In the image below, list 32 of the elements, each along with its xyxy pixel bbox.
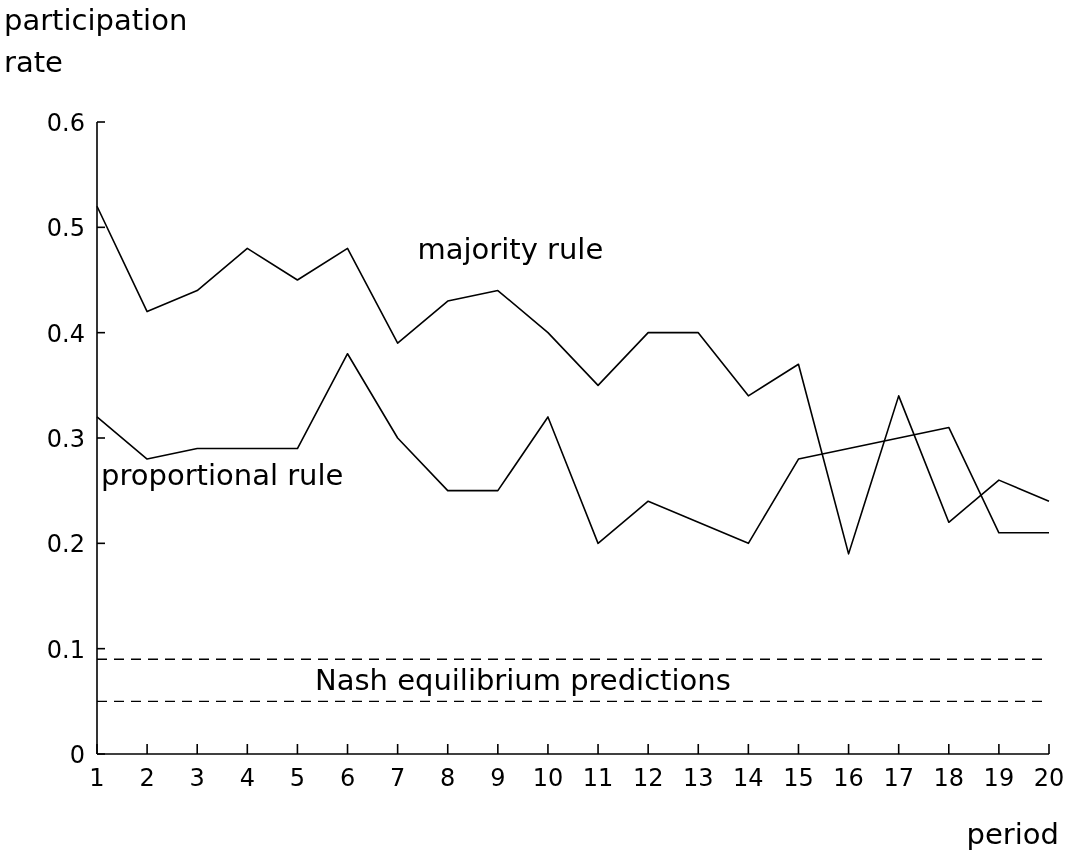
x-tick-label: 9: [490, 764, 506, 792]
x-tick-label: 10: [532, 764, 564, 792]
x-tick-label: 19: [983, 764, 1015, 792]
x-tick-label: 18: [933, 764, 965, 792]
series-label: proportional rule: [101, 458, 344, 493]
x-tick-label: 8: [440, 764, 456, 792]
x-tick-label: 1: [89, 764, 105, 792]
x-tick-label: 20: [1033, 764, 1065, 792]
annotation: Nash equilibrium predictions: [314, 663, 731, 698]
series-label: majority rule: [417, 231, 604, 266]
y-tick-label: 0: [69, 741, 85, 769]
x-tick-label: 4: [239, 764, 255, 792]
y-tick-label: 0.2: [46, 530, 85, 559]
x-tick-label: 15: [783, 764, 814, 792]
y-axis-title: participation rate: [4, 3, 188, 79]
x-tick-label: 7: [389, 764, 406, 792]
x-tick-label: 13: [682, 764, 714, 792]
x-tick-label: 6: [339, 764, 356, 792]
x-tick-label: 16: [833, 764, 864, 792]
x-tick-label: 3: [189, 764, 205, 792]
x-tick-label: 2: [139, 764, 155, 792]
x-tick-label: 5: [289, 764, 306, 792]
y-tick-label: 0.1: [46, 635, 85, 664]
y-tick-label: 0.6: [46, 109, 85, 137]
y-tick-label: 0.5: [46, 214, 85, 243]
x-axis-title: period: [966, 817, 1059, 850]
x-tick-label: 11: [582, 764, 614, 792]
x-tick-label: 17: [883, 764, 914, 792]
y-tick-label: 0.3: [46, 425, 85, 453]
x-tick-label: 12: [632, 764, 664, 792]
y-tick-label: 0.4: [46, 319, 85, 348]
x-tick-label: 14: [733, 764, 764, 792]
